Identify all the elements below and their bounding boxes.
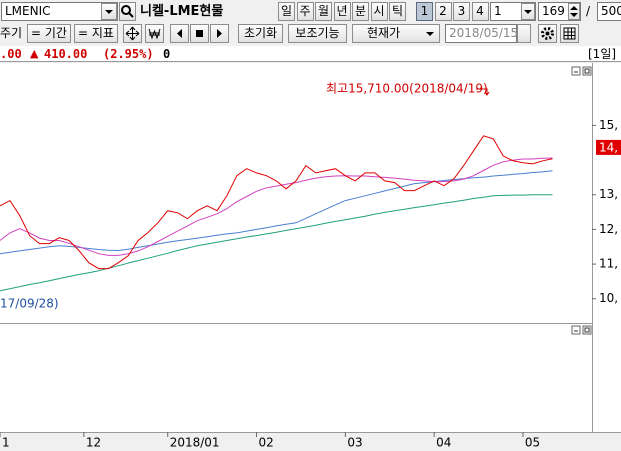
x-tick-label: 2018/01 — [170, 436, 220, 450]
main-panel — [0, 63, 592, 323]
series-line — [0, 170, 553, 255]
period-button[interactable]: 분 — [352, 2, 369, 21]
x-tick-label: 02 — [259, 436, 274, 450]
icon — [148, 28, 161, 40]
info-bar — [0, 46, 621, 62]
separator: / — [586, 4, 591, 18]
volume: 0 — [163, 47, 171, 61]
slot-button[interactable]: 4 — [471, 2, 489, 21]
y-tick-label: 10, — [599, 291, 618, 305]
dropdown-arrow — [423, 26, 437, 44]
annotation-arrow — [476, 88, 490, 96]
y-tick-label: 12, — [599, 222, 618, 236]
icon — [196, 30, 203, 37]
aux-button[interactable]: 보조기능 — [288, 24, 347, 43]
current-price-label: 14, — [599, 140, 618, 154]
period-button[interactable]: 시 — [370, 2, 388, 21]
icon — [563, 27, 576, 40]
slot-button[interactable]: 1 — [416, 2, 433, 21]
y-tick-label: 11, — [599, 257, 618, 271]
currency-button[interactable] — [145, 24, 164, 43]
icon — [125, 26, 140, 41]
icon — [177, 29, 182, 38]
date-input[interactable]: 2018/05/15 — [445, 24, 518, 43]
minimize-icon[interactable] — [571, 66, 581, 76]
change-sign: ▲ — [30, 47, 39, 60]
icon — [541, 27, 554, 40]
total-input[interactable]: 500 — [597, 2, 621, 21]
grid-button[interactable] — [560, 24, 579, 43]
x-tick-label: 1 — [2, 436, 10, 450]
maximize-icon[interactable] — [582, 325, 592, 335]
sub-panel — [0, 323, 592, 432]
settings-button[interactable] — [538, 24, 557, 43]
x-tick-label: 12 — [86, 436, 101, 450]
cycle-label: 주기 — [0, 26, 23, 40]
icon — [524, 10, 532, 14]
price: .00 — [0, 47, 22, 61]
change-pct: (2.95%) — [103, 47, 154, 61]
minimize-icon[interactable] — [571, 325, 581, 335]
move-button[interactable] — [123, 24, 142, 43]
series-line — [0, 135, 553, 270]
period-button[interactable]: 주 — [296, 2, 314, 21]
interval-dropdown[interactable] — [521, 3, 535, 20]
icon — [217, 29, 222, 38]
y-tick-label: 13, — [599, 187, 618, 201]
current-price-box — [596, 139, 621, 155]
count-spinner[interactable] — [568, 3, 580, 20]
series-line — [0, 157, 553, 256]
stop-button[interactable] — [190, 24, 209, 43]
price-mode-select[interactable]: 현재가 — [352, 24, 440, 43]
icon — [105, 10, 113, 14]
low-annotation: 17/09/28) — [0, 297, 59, 311]
x-tick-label: 03 — [347, 436, 362, 450]
indicator-toggle[interactable]: = 지표 — [74, 24, 118, 43]
panel-icons — [571, 66, 592, 335]
period-toggle[interactable]: = 기간 — [27, 24, 71, 43]
period-label: [1일] — [588, 47, 617, 61]
x-tick-label: 04 — [436, 436, 451, 450]
slot-button[interactable]: 2 — [434, 2, 452, 21]
icon-box — [584, 327, 590, 333]
icon — [121, 5, 134, 18]
y-axis-area — [592, 63, 621, 432]
period-button[interactable]: 일 — [278, 2, 295, 21]
search-button[interactable] — [119, 2, 136, 21]
maximize-icon[interactable] — [582, 66, 592, 76]
symbol-dropdown[interactable] — [101, 3, 117, 20]
icon-box — [584, 68, 590, 74]
high-annotation: 최고15,710.00(2018/04/19) — [326, 82, 488, 96]
next-button[interactable] — [210, 24, 229, 43]
change: 410.00 — [44, 47, 88, 61]
prev-button[interactable] — [170, 24, 189, 43]
symbol-name: 니켈-LME현물 — [140, 4, 224, 19]
reset-button[interactable]: 초기화 — [238, 24, 283, 43]
x-tick-label: 05 — [525, 436, 540, 450]
series-line — [0, 194, 553, 292]
symbol-input[interactable]: LMENIC — [1, 2, 118, 21]
y-tick-label: 15, — [599, 118, 618, 132]
icon — [570, 6, 578, 17]
slot-button[interactable]: 3 — [453, 2, 470, 21]
period-button[interactable]: 년 — [333, 2, 351, 21]
period-button[interactable]: 틱 — [389, 2, 406, 21]
icon — [426, 32, 434, 36]
period-button[interactable]: 월 — [315, 2, 332, 21]
calendar-button[interactable] — [517, 24, 531, 43]
